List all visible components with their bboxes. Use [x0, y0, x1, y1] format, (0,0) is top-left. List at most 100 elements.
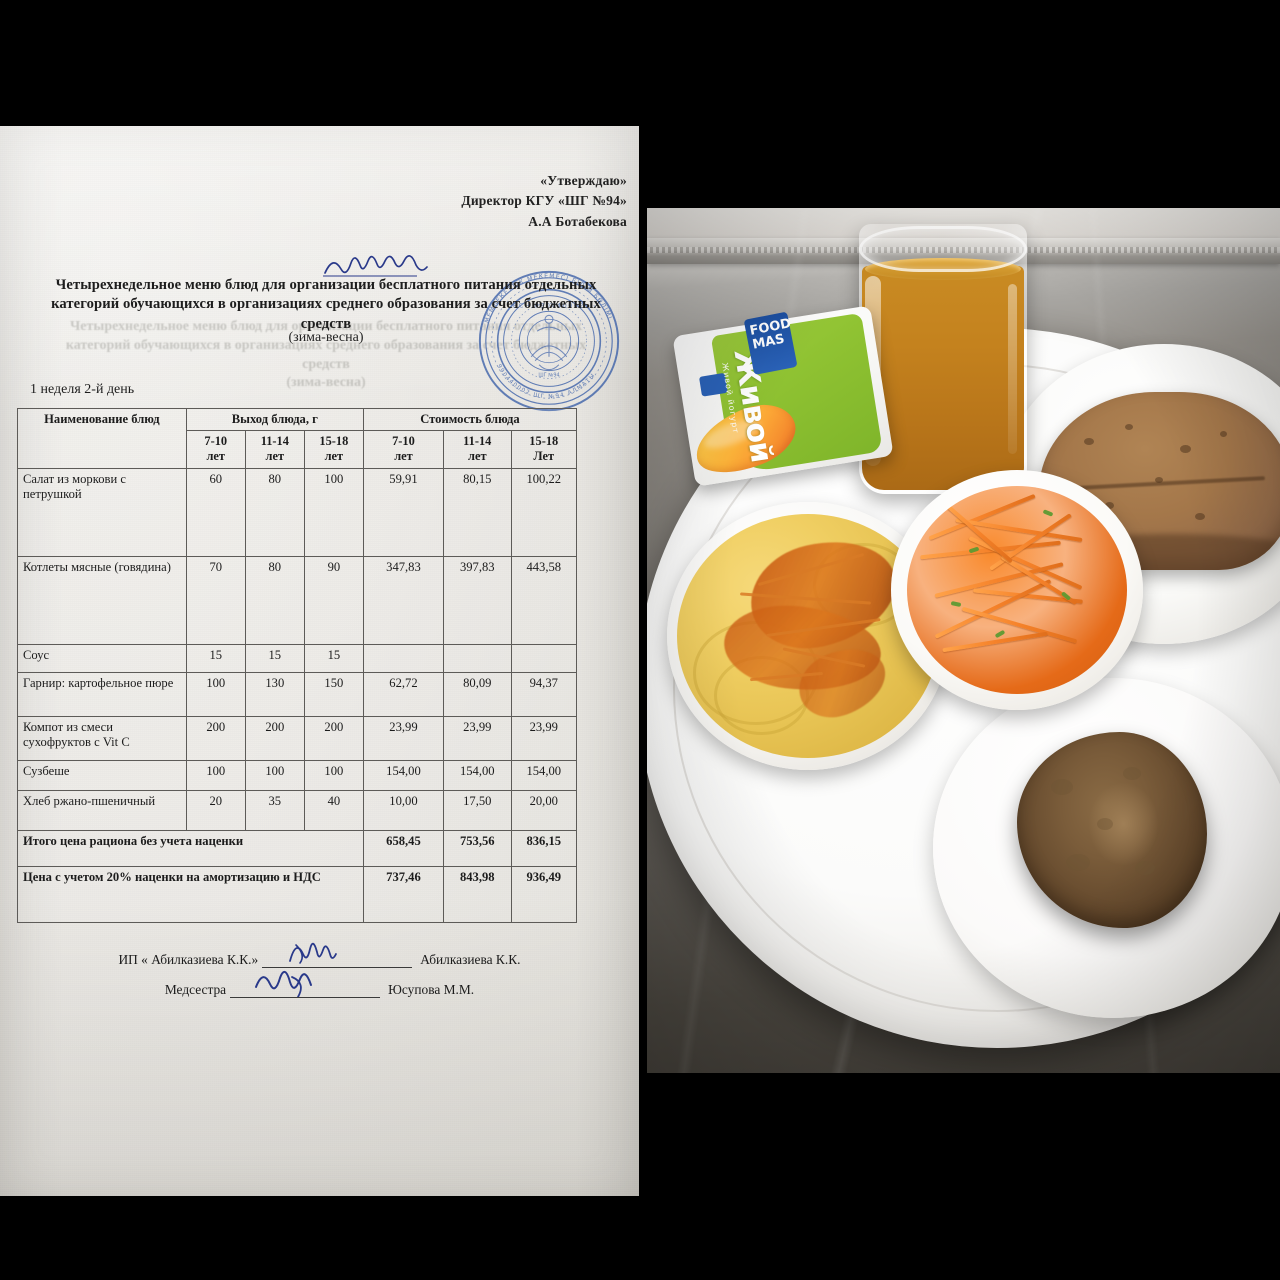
table-row: Сузбеше 100 100 100 154,00 154,00 154,00	[17, 759, 578, 791]
table-header-age-row: 7-10 лет 11-14 лет 15-18 лет 7-10 лет 11-14 лет 15…	[18, 430, 578, 469]
th-dish-name: Наименование блюд	[17, 408, 187, 469]
table-row: Хлеб ржано-пшеничный 20 35 40 10,00 17,50 20,0…	[17, 789, 578, 831]
cell-cost-0: 154,00	[362, 759, 445, 791]
table-row: Компот из смеси сухофруктов с Vit C 200 20…	[17, 715, 578, 761]
age-range: 15-18	[529, 434, 559, 449]
glass-rim	[859, 226, 1027, 272]
carrot-salad-bowl	[891, 470, 1143, 710]
cell-cost-0: 62,72	[362, 671, 445, 717]
signature-role-nurse: Медсестра	[164, 982, 227, 997]
cell-dish-name: Сузбеше	[17, 759, 187, 791]
cell-total-value-2: 936,49	[510, 865, 578, 923]
signature-line-ip	[262, 942, 413, 968]
cell-yield-1: 35	[244, 789, 305, 831]
signature-name-ip: Абилказиева К.К.	[420, 952, 521, 967]
cell-cost-2: 94,37	[510, 671, 578, 717]
cell-yield-0: 70	[185, 555, 246, 645]
menu-document-photo: Четырехнедельное меню блюд для организац…	[0, 126, 639, 1196]
signature-name-nurse: Юсупова М.М.	[388, 982, 475, 997]
cell-yield-2: 90	[303, 555, 364, 645]
cell-cost-0: 10,00	[362, 789, 445, 831]
age-range: 7-10	[204, 434, 228, 449]
cell-yield-2: 100	[303, 759, 364, 791]
th-age-5: 15-18 Лет	[510, 430, 578, 469]
cell-yield-0: 100	[185, 671, 246, 717]
table-row: Соус 15 15 15	[17, 643, 578, 673]
th-age-3: 7-10 лет	[362, 430, 445, 469]
svg-text:БСН 990440002: БСН 990440002	[513, 302, 585, 309]
cell-yield-1: 80	[244, 467, 305, 557]
cell-yield-0: 60	[185, 467, 246, 557]
cell-total-value-0: 737,46	[362, 865, 445, 923]
cell-dish-name: Соус	[17, 643, 187, 673]
cell-dish-name: Салат из моркови с петрушкой	[17, 467, 187, 557]
signature-block: ИП « Абилказиева К.К.» Абилказиева К.К. …	[0, 942, 639, 1010]
cell-cost-1: 17,50	[443, 789, 512, 831]
th-age-1: 11-14 лет	[244, 430, 305, 469]
approval-director-name: А.А Ботабекова	[528, 213, 627, 229]
director-signature	[321, 253, 441, 279]
cell-cost-1: 154,00	[443, 759, 512, 791]
th-age-2: 15-18 лет	[303, 430, 364, 469]
cell-total-value-0: 658,45	[362, 829, 445, 867]
cell-cost-2: 154,00	[510, 759, 578, 791]
signature-row-nurse: Медсестра Юсупова М.М.	[0, 971, 639, 998]
signature-row-ip: ИП « Абилказиева К.К.» Абилказиева К.К.	[0, 942, 639, 968]
age-unit: лет	[394, 449, 413, 464]
age-range: 11-14	[463, 434, 492, 449]
age-unit: лет	[324, 449, 344, 464]
meat-cutlet	[1017, 732, 1207, 928]
approval-director: Директор КГУ «ШГ №94»	[461, 193, 627, 209]
cell-cost-2: 443,58	[510, 555, 578, 645]
cell-yield-1: 15	[244, 643, 305, 673]
age-unit: лет	[468, 449, 487, 464]
cell-yield-1: 100	[244, 759, 305, 791]
cell-cost-2	[510, 643, 578, 673]
cell-yield-2: 150	[303, 671, 364, 717]
approval-utverzhdayu: «Утверждаю»	[540, 173, 627, 188]
menu-table-head: Наименование блюд Выход блюда, г Стоимос…	[17, 407, 578, 469]
th-yield-group: Выход блюда, г	[185, 407, 364, 432]
cell-total-value-1: 843,98	[443, 865, 512, 923]
cell-yield-2: 15	[303, 643, 364, 673]
th-cost-group: Стоимость блюда	[362, 407, 578, 432]
cell-yield-1: 130	[244, 671, 305, 717]
cell-cost-2: 20,00	[510, 789, 578, 831]
cell-cost-0: 347,83	[362, 555, 445, 645]
age-unit: Лет	[533, 449, 555, 464]
th-age-4: 11-14 лет	[443, 430, 512, 469]
table-total-row: Итого цена рациона без учета наценки 658,…	[17, 829, 578, 867]
signature-line-nurse	[230, 971, 381, 998]
cell-yield-0: 100	[185, 759, 246, 791]
cell-cost-1: 23,99	[443, 715, 512, 761]
th-age-0: 7-10 лет	[185, 430, 246, 469]
cell-cost-1	[443, 643, 512, 673]
cell-yield-0: 20	[185, 789, 246, 831]
cell-yield-1: 200	[244, 715, 305, 761]
yogurt-cup: Живой Живой йогурт FOOD MAS	[672, 305, 894, 487]
cell-yield-0: 200	[185, 715, 246, 761]
cell-cost-2: 23,99	[510, 715, 578, 761]
meal-photograph: Живой Живой йогурт FOOD MAS	[647, 208, 1280, 1073]
glass-of-compote	[859, 224, 1027, 494]
cell-yield-0: 15	[185, 643, 246, 673]
menu-table-wrap: Наименование блюд Выход блюда, г Стоимос…	[17, 407, 578, 923]
age-unit: лет	[265, 449, 285, 464]
menu-table: Наименование блюд Выход блюда, г Стоимос…	[17, 407, 578, 923]
age-range: 11-14	[260, 434, 289, 449]
cell-cost-0: 23,99	[362, 715, 445, 761]
cell-cost-2: 100,22	[510, 467, 578, 557]
page-title: Четырехнедельное меню блюд для организац…	[51, 277, 601, 332]
cell-cost-1: 397,83	[443, 555, 512, 645]
week-day-label: 1 неделя 2-й день	[30, 382, 135, 397]
cell-total-value-2: 836,15	[510, 829, 578, 867]
glass-highlight-right	[1008, 284, 1017, 454]
age-unit: лет	[206, 449, 226, 464]
signature-role-ip: ИП « Абилказиева К.К.»	[118, 952, 259, 967]
cell-yield-1: 80	[244, 555, 305, 645]
age-range: 15-18	[319, 434, 349, 449]
cell-total-label: Цена с учетом 20% наценки на амортизацию…	[17, 865, 364, 923]
cell-yield-2: 200	[303, 715, 364, 761]
approval-block: «Утверждаю» Директор КГУ «ШГ №94» А.А Бо…	[307, 171, 627, 277]
